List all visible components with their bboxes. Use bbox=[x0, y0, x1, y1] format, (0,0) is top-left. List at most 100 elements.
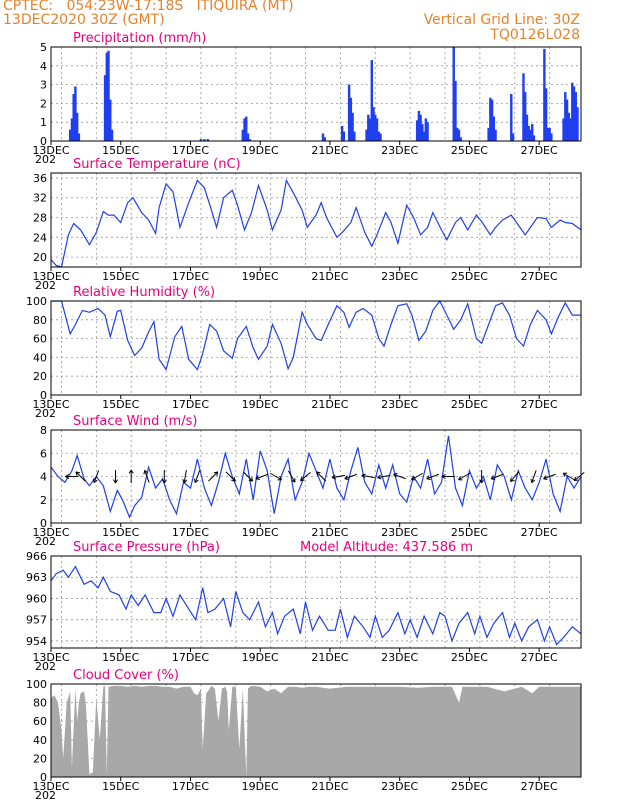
y-tick-label: 3 bbox=[40, 79, 47, 92]
wind-arrow-head bbox=[479, 479, 483, 484]
wind-arrow-head bbox=[377, 474, 381, 479]
wind-arrow bbox=[144, 470, 150, 483]
x-year-label: 202 bbox=[35, 279, 56, 292]
x-date-label: 13DEC bbox=[32, 651, 69, 664]
precip-bar bbox=[421, 124, 424, 141]
precip-bar bbox=[574, 92, 577, 141]
y-tick-label: 100 bbox=[26, 295, 47, 308]
header-right-line2: TQ0126L028 bbox=[490, 27, 580, 43]
panel-title: Precipitation (mm/h) bbox=[73, 31, 206, 46]
y-tick-label: 1 bbox=[40, 116, 47, 129]
wind-arrow-head bbox=[426, 475, 430, 480]
y-tick-label: 2 bbox=[40, 97, 47, 110]
precip-bar bbox=[419, 114, 422, 141]
precip-bar bbox=[248, 139, 251, 141]
panel-frame bbox=[50, 172, 582, 268]
precip-bar bbox=[342, 131, 346, 141]
wind-arrow bbox=[543, 473, 556, 480]
precip-bar bbox=[565, 99, 569, 141]
precip-bar bbox=[246, 133, 250, 141]
wind-arrow bbox=[75, 471, 86, 482]
precip-bar bbox=[349, 97, 353, 141]
wind-arrow-head bbox=[426, 478, 431, 480]
y-tick-label: 100 bbox=[26, 678, 47, 691]
series-line bbox=[50, 435, 582, 519]
precip-bar bbox=[564, 92, 567, 141]
x-date-label: 23DEC bbox=[381, 526, 418, 539]
x-date-label: 13DEC bbox=[32, 780, 69, 793]
y-tick-label: 0 bbox=[40, 771, 47, 784]
x-date-label: 27DEC bbox=[521, 144, 558, 157]
wind-arrow-head bbox=[255, 478, 260, 480]
y-tick-label: 0 bbox=[40, 389, 47, 402]
wind-arrow-head bbox=[441, 476, 446, 479]
x-date-label: 17DEC bbox=[172, 780, 209, 793]
wind-arrow bbox=[255, 473, 269, 480]
wind-arrow-head bbox=[193, 478, 196, 483]
wind-arrow-head bbox=[573, 476, 577, 481]
wind-arrow bbox=[208, 471, 219, 482]
panel-title: Surface Pressure (hPa) bbox=[73, 540, 220, 555]
y-tick-label: 20 bbox=[33, 752, 47, 765]
wind-arrow-head bbox=[491, 478, 496, 480]
x-year-label: 202 bbox=[35, 789, 56, 800]
precip-bar bbox=[105, 52, 108, 141]
y-tick-label: 0 bbox=[40, 517, 47, 530]
wind-arrow bbox=[573, 471, 585, 482]
series-line bbox=[50, 178, 582, 268]
precip-bar bbox=[74, 86, 77, 141]
wind-arrow-head bbox=[543, 475, 547, 480]
wind-arrow-head bbox=[300, 476, 303, 481]
x-date-label: 17DEC bbox=[172, 144, 209, 157]
wind-arrow bbox=[393, 473, 406, 480]
precip-bar bbox=[562, 118, 565, 141]
panel-frame bbox=[50, 46, 582, 142]
precip-bar bbox=[487, 127, 490, 141]
wind-arrow bbox=[377, 474, 391, 479]
precip-bar bbox=[321, 133, 325, 141]
y-tick-label: 954 bbox=[26, 635, 47, 648]
wind-arrow bbox=[300, 471, 311, 482]
wind-arrow bbox=[426, 473, 440, 480]
y-tick-label: 2 bbox=[40, 494, 47, 507]
precip-bar bbox=[576, 107, 579, 141]
wind-arrow-head bbox=[531, 479, 536, 483]
wind-arrow-head bbox=[233, 477, 236, 482]
wind-arrow bbox=[361, 474, 375, 479]
wind-arrow-head bbox=[144, 470, 149, 474]
x-date-label: 23DEC bbox=[381, 780, 418, 793]
x-date-label: 27DEC bbox=[521, 270, 558, 283]
wind-arrow-head bbox=[331, 474, 336, 479]
x-year-label: 202 bbox=[35, 407, 56, 420]
precip-bar bbox=[569, 118, 572, 141]
precip-bar bbox=[522, 73, 525, 141]
wind-arrow-head bbox=[530, 478, 533, 483]
precip-bar bbox=[543, 48, 546, 141]
x-date-label: 27DEC bbox=[521, 526, 558, 539]
wind-arrow bbox=[183, 470, 187, 483]
wind-arrow bbox=[225, 471, 236, 482]
precip-bar bbox=[110, 129, 114, 141]
wind-arrow-head bbox=[182, 478, 185, 484]
precip-bar bbox=[323, 137, 326, 141]
precip-bar bbox=[206, 139, 210, 141]
wind-arrow-head bbox=[393, 473, 397, 478]
panel-frame bbox=[50, 683, 582, 778]
precip-bar bbox=[379, 133, 382, 141]
x-year-label: 202 bbox=[35, 535, 56, 548]
x-date-label: 23DEC bbox=[381, 144, 418, 157]
precip-bar bbox=[377, 131, 380, 141]
x-date-label: 17DEC bbox=[172, 398, 209, 411]
precip-bar bbox=[375, 118, 379, 141]
precip-bar bbox=[365, 129, 368, 141]
wind-arrow-head bbox=[344, 478, 349, 480]
precip-bar bbox=[72, 94, 75, 141]
precip-bar bbox=[527, 125, 530, 141]
x-date-label: 27DEC bbox=[521, 780, 558, 793]
wind-arrow bbox=[243, 471, 253, 482]
header-left-line2: 13DEC2020 30Z (GMT) bbox=[3, 12, 165, 28]
panel-annotation: Model Altitude: 437.586 m bbox=[300, 540, 473, 555]
x-date-label: 15DEC bbox=[102, 526, 139, 539]
y-tick-label: 60 bbox=[33, 333, 47, 346]
wind-arrow-head bbox=[65, 474, 70, 477]
